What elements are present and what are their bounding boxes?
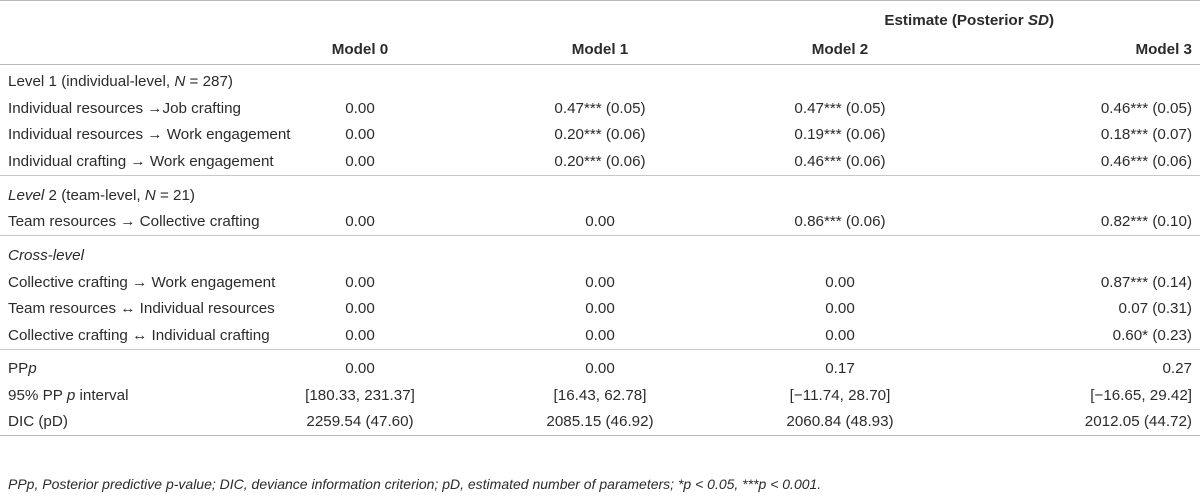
cell: 0.00 [585,273,615,291]
cell: [180.33, 231.37] [305,386,415,404]
cell: 0.17 [825,360,855,378]
table-row: 95% PP p interval [180.33, 231.37] [16.4… [0,382,1200,409]
section-level1: Level 1 (individual-level, N = 287) [0,68,1200,95]
table-row: Team resources → Collective crafting 0.0… [0,209,1200,236]
table-super-header: Estimate (Posterior SD) [0,7,1200,34]
model-1-header: Model 1 [571,40,629,58]
table-row: Individual crafting → Work engagement 0.… [0,148,1200,175]
estimate-header: Estimate (Posterior SD) [884,12,1054,29]
cell: 0.00 [345,273,375,291]
model-0-header: Model 0 [331,40,389,58]
cell: 0.20*** (0.06) [554,152,646,170]
cell: 0.20*** (0.06) [554,126,646,144]
cell: 0.00 [345,300,375,318]
row-label: Individual resources →Job crafting [8,99,241,117]
section-level2: Level 2 (team-level, N = 21) [0,182,1200,209]
cell: [−11.74, 28.70] [789,386,891,404]
row-label: Team resources ↔ Individual resources [8,300,275,318]
cell: 0.82*** (0.10) [1100,213,1192,231]
row-label: 95% PP p interval [8,386,129,404]
cell: 0.86*** (0.06) [794,213,886,231]
cell: 0.00 [825,273,855,291]
cell: 0.60* (0.23) [1112,326,1192,344]
model-header-row: Model 0 Model 1 Model 2 Model 3 [0,34,1200,65]
model-3-header: Model 3 [1135,40,1192,58]
section-cross-level: Cross-level [0,242,1200,269]
results-table: Estimate (Posterior SD) Model 0 Model 1 … [0,0,1200,436]
cell: 2012.05 (44.72) [1084,413,1192,431]
model-2-header: Model 2 [811,40,869,58]
cell: 0.47*** (0.05) [794,99,886,117]
table-row: Individual resources → Work engagement 0… [0,122,1200,149]
cell: 0.00 [585,326,615,344]
cell: 0.00 [345,213,375,231]
table-row: DIC (pD) 2259.54 (47.60) 2085.15 (46.92)… [0,409,1200,436]
cell: 0.19*** (0.06) [794,126,886,144]
table-row: Individual resources →Job crafting 0.00 … [0,95,1200,122]
cell: 0.00 [585,360,615,378]
table-row: Team resources ↔ Individual resources 0.… [0,296,1200,323]
cell: 0.87*** (0.14) [1100,273,1192,291]
section-label: Level 2 (team-level, N = 21) [8,186,195,204]
cell: 0.00 [825,300,855,318]
cell: 0.18*** (0.07) [1100,126,1192,144]
row-label: Team resources → Collective crafting [8,213,260,231]
cell: 0.00 [345,152,375,170]
table-row: Collective crafting ↔ Individual craftin… [0,322,1200,349]
section-label: Level 1 (individual-level, N = 287) [8,73,233,90]
row-label: PPp [8,360,37,378]
section-label: Cross-level [8,247,84,264]
cell: 0.00 [825,326,855,344]
cell: 0.07 (0.31) [1118,300,1192,318]
cell: [−16.65, 29.42] [1090,386,1192,404]
cell: 0.00 [345,126,375,144]
row-label: Collective crafting → Work engagement [8,273,276,291]
row-label: DIC (pD) [8,413,68,431]
cell: 2085.15 (46.92) [546,413,654,431]
cell: 0.00 [585,300,615,318]
row-label: Individual crafting → Work engagement [8,152,274,170]
table-row: Collective crafting → Work engagement 0.… [0,269,1200,296]
cell: 0.46*** (0.06) [794,152,886,170]
row-label: Collective crafting ↔ Individual craftin… [8,326,270,344]
cell: 0.27 [1162,360,1192,378]
table-row: PPp 0.00 0.00 0.17 0.27 [0,356,1200,383]
cell: 2259.54 (47.60) [306,413,414,431]
cell: 0.00 [345,99,375,117]
cell: 0.00 [345,326,375,344]
cell: 0.46*** (0.06) [1100,152,1192,170]
cell: 0.00 [345,360,375,378]
table-footnote: PPp, Posterior predictive p-value; DIC, … [8,476,822,492]
cell: 0.46*** (0.05) [1100,99,1192,117]
row-label: Individual resources → Work engagement [8,126,291,144]
cell: 0.00 [585,213,615,231]
cell: 0.47*** (0.05) [554,99,646,117]
cell: 2060.84 (48.93) [786,413,894,431]
cell: [16.43, 62.78] [553,386,647,404]
